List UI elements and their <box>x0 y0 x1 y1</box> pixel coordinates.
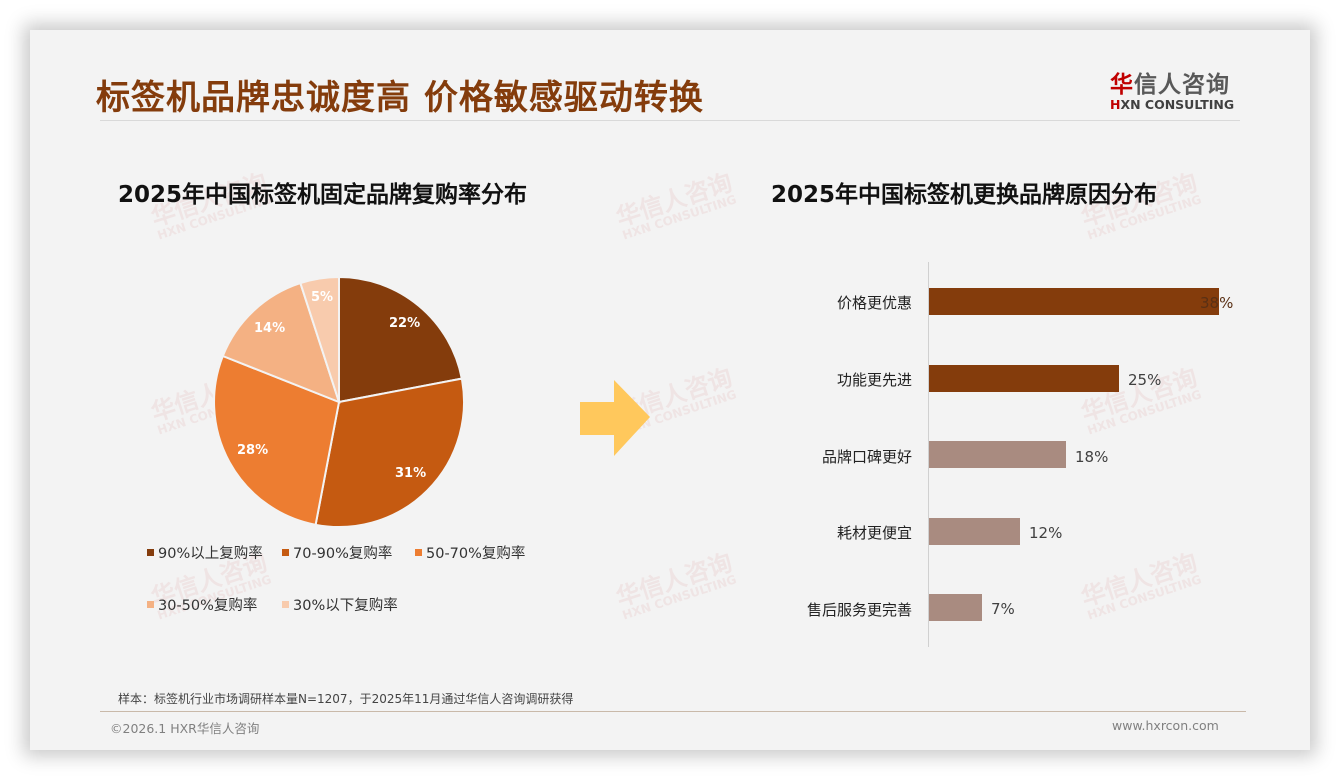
bar <box>929 594 982 621</box>
bar <box>929 288 1219 315</box>
bar-category-label: 售后服务更完善 <box>806 601 912 619</box>
bar <box>929 365 1119 392</box>
bar-value-label: 38% <box>1200 294 1234 312</box>
bar-category-label: 功能更先进 <box>836 371 912 389</box>
bar-value-label: 12% <box>1029 524 1063 542</box>
legend-swatch <box>147 601 154 608</box>
bar-category-label: 价格更优惠 <box>836 294 912 312</box>
pie-label-50-70: 28% <box>237 443 269 458</box>
title-divider <box>100 120 1240 121</box>
bar-category-label: 品牌口碑更好 <box>821 448 912 466</box>
bar-category-label: 耗材更便宜 <box>836 524 912 542</box>
legend-item: 30%以下复购率 <box>282 594 398 615</box>
pie-label-30-50: 14% <box>254 321 286 336</box>
logo-cn: 华信人咨询 <box>1110 72 1230 98</box>
bar <box>929 518 1020 545</box>
legend-item: 90%以上复购率 <box>147 542 263 563</box>
logo-en: HXN CONSULTING <box>1110 97 1235 112</box>
legend-item: 70-90%复购率 <box>282 542 392 563</box>
bar-value-label: 25% <box>1128 371 1162 389</box>
legend-swatch <box>282 549 289 556</box>
slide: 标签机品牌忠诚度高 价格敏感驱动转换 华信人咨询 HXN CONSULTING … <box>30 30 1310 750</box>
pie-slice-below-30 <box>299 276 340 403</box>
right-arrow-icon <box>580 380 650 456</box>
website-link[interactable]: www.hxrcon.com <box>1112 718 1219 733</box>
bar-value-label: 7% <box>991 600 1015 618</box>
legend-swatch <box>282 601 289 608</box>
pie-chart <box>213 276 465 528</box>
legend-swatch <box>147 549 154 556</box>
bar <box>929 441 1066 468</box>
page-title: 标签机品牌忠诚度高 价格敏感驱动转换 <box>96 78 704 118</box>
legend-item: 30-50%复购率 <box>147 594 257 615</box>
pie-chart-title: 2025年中国标签机固定品牌复购率分布 <box>118 182 528 208</box>
pie-slice-50-70 <box>213 354 341 526</box>
pie-label-90-plus: 22% <box>389 316 421 331</box>
copyright: ©2026.1 HXR华信人咨询 <box>110 721 260 736</box>
pie-label-below-30: 5% <box>311 290 334 305</box>
bar-chart-title: 2025年中国标签机更换品牌原因分布 <box>771 182 1158 208</box>
pie-slice-70-90 <box>314 377 465 528</box>
pie-slice-90-plus <box>338 276 463 404</box>
legend-item: 50-70%复购率 <box>415 542 525 563</box>
footer-divider <box>100 711 1246 712</box>
company-logo: 华信人咨询 HXN CONSULTING <box>1110 65 1240 112</box>
legend-swatch <box>415 549 422 556</box>
pie-label-70-90: 31% <box>395 466 427 481</box>
bar-value-label: 18% <box>1075 448 1109 466</box>
sample-note: 样本：标签机行业市场调研样本量N=1207，于2025年11月通过华信人咨询调研… <box>118 692 574 706</box>
bar-chart-axis <box>928 262 929 647</box>
